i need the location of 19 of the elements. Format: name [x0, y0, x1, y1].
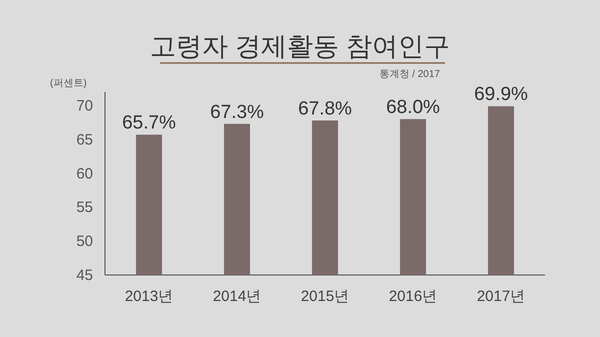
x-tick-label: 2013년	[124, 288, 174, 305]
y-axis-title: (퍼센트)	[50, 78, 87, 89]
data-label: 65.7%	[122, 112, 176, 134]
data-label: 67.3%	[210, 102, 264, 123]
y-tick-label: 60	[76, 165, 93, 182]
text: 통계청 / 2017	[379, 69, 440, 80]
y-tick-label: 65	[76, 131, 93, 148]
x-tick-label: 2017년	[476, 288, 526, 305]
chart-title: 고령자 경제활동 참여인구	[150, 31, 450, 61]
data-label: 67.8%	[298, 98, 352, 120]
y-tick-label: 70	[76, 98, 93, 115]
data-label: 69.9%	[474, 84, 528, 106]
x-tick-label: 2015년	[300, 288, 350, 305]
y-tick-label: 55	[76, 199, 93, 216]
x-tick-label: 2014년	[212, 288, 262, 305]
y-tick-label: 50	[76, 233, 93, 250]
data-label: 68.0%	[386, 97, 440, 118]
x-tick-label: 2016년	[388, 288, 438, 305]
y-tick-label: 45	[76, 267, 93, 284]
